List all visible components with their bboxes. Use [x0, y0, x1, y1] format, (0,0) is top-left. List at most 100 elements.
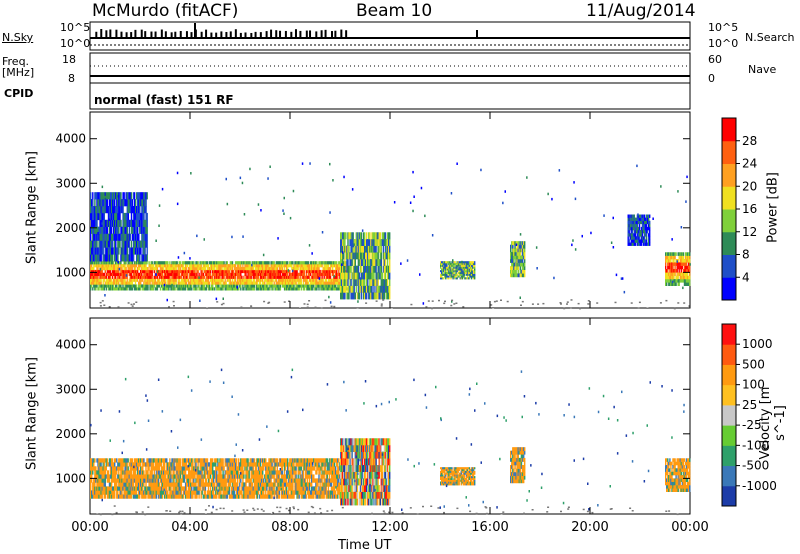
range-time-cell	[100, 287, 102, 291]
range-time-cell	[519, 244, 522, 249]
range-time-cell	[639, 242, 642, 246]
range-time-cell	[175, 275, 177, 279]
range-time-cell	[178, 267, 180, 271]
range-time-cell	[266, 281, 268, 285]
range-time-cell	[110, 192, 113, 200]
range-time-cell	[115, 264, 117, 268]
range-time-cell	[104, 261, 106, 265]
range-time-cell	[129, 486, 131, 491]
range-time-cell	[160, 462, 163, 467]
range-time-cell	[145, 226, 147, 234]
range-time-cell	[685, 279, 688, 283]
range-time-cell	[223, 269, 225, 274]
range-time-cell	[143, 226, 145, 234]
range-time-cell	[109, 219, 112, 227]
range-time-cell	[279, 267, 282, 271]
range-time-cell	[648, 233, 650, 237]
range-time-cell	[209, 287, 212, 291]
range-time-cell	[383, 272, 386, 280]
range-time-cell	[354, 272, 356, 280]
range-time-cell	[91, 470, 93, 475]
range-time-cell	[91, 199, 93, 207]
range-time-cell	[135, 490, 138, 495]
range-time-cell	[177, 482, 179, 487]
range-time-cell	[130, 494, 133, 499]
range-time-cell	[360, 292, 363, 300]
range-time-cell	[100, 278, 102, 282]
range-time-cell	[677, 282, 679, 286]
range-time-cell	[263, 275, 265, 279]
range-time-cell	[122, 233, 124, 241]
range-time-cell	[246, 281, 248, 285]
range-time-cell	[247, 261, 249, 265]
range-time-cell	[371, 285, 373, 293]
range-time-cell	[374, 265, 376, 273]
range-time-cell	[615, 273, 618, 277]
range-time-cell	[130, 240, 133, 248]
range-time-cell	[99, 470, 101, 475]
range-time-cell	[216, 284, 218, 288]
range-time-cell	[283, 264, 286, 268]
range-time-cell	[373, 232, 375, 240]
range-time-cell	[253, 278, 256, 282]
range-time-cell	[461, 260, 463, 264]
range-time-cell	[148, 264, 150, 268]
range-time-cell	[451, 263, 453, 266]
range-time-cell	[637, 213, 639, 216]
range-time-cell	[233, 272, 236, 276]
range-time-cell	[318, 281, 320, 285]
range-time-cell	[284, 272, 287, 276]
range-time-cell	[146, 486, 148, 491]
range-time-cell	[134, 267, 137, 271]
range-time-cell	[134, 494, 137, 499]
range-time-cell	[146, 233, 148, 241]
range-time-cell	[130, 206, 133, 214]
range-time-cell	[381, 292, 384, 300]
range-time-cell	[131, 226, 134, 234]
range-time-cell	[121, 226, 123, 234]
range-time-cell	[104, 226, 106, 234]
range-time-cell	[571, 243, 573, 247]
range-time-cell	[97, 226, 99, 234]
range-time-cell	[265, 267, 267, 271]
range-time-cell	[630, 233, 632, 237]
range-time-cell	[637, 236, 640, 240]
range-time-cell	[340, 272, 342, 280]
range-time-cell	[310, 287, 312, 291]
range-time-cell	[300, 287, 302, 291]
range-time-cell	[91, 275, 93, 279]
range-time-cell	[353, 252, 355, 260]
range-time-cell	[440, 264, 442, 267]
range-time-cell	[456, 268, 458, 271]
range-time-cell	[205, 261, 208, 265]
range-time-cell	[635, 239, 638, 243]
range-time-cell	[120, 462, 122, 467]
range-time-cell	[296, 269, 298, 274]
range-time-cell	[181, 261, 184, 265]
range-time-cell	[94, 233, 96, 241]
ground-scatter-cell	[99, 301, 102, 304]
range-time-cell	[635, 226, 638, 231]
range-time-cell	[140, 199, 142, 207]
range-time-cell	[469, 268, 472, 271]
range-time-cell	[132, 264, 135, 268]
range-time-cell	[173, 466, 175, 471]
range-time-cell	[448, 263, 450, 266]
range-time-cell	[208, 275, 211, 279]
range-time-cell	[444, 264, 446, 267]
range-time-cell	[122, 275, 124, 279]
range-time-cell	[681, 255, 684, 260]
range-time-cell	[185, 264, 188, 268]
range-time-cell	[101, 222, 103, 225]
range-time-cell	[369, 259, 371, 266]
range-time-cell	[252, 272, 254, 276]
range-time-cell	[92, 278, 94, 282]
range-time-cell	[117, 240, 119, 248]
range-time-cell	[167, 466, 169, 471]
range-time-cell	[441, 277, 443, 280]
range-time-cell	[212, 272, 214, 276]
range-time-cell	[109, 247, 112, 255]
range-time-cell	[98, 233, 100, 241]
range-time-cell	[110, 240, 113, 248]
range-time-cell	[181, 272, 184, 276]
